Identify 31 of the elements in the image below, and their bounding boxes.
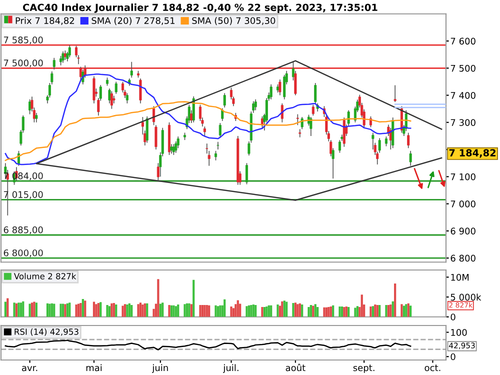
x-tick-label: août <box>286 364 306 372</box>
y-tick-label: 7 000 <box>450 200 476 208</box>
y-tick-label: 5 000k <box>450 294 482 301</box>
x-tick-label: juin <box>152 364 168 373</box>
chart-title: CAC40 Index Journalier 7 184,82 -0,40 % 22 sept. 2023, 17:35:01 <box>22 4 378 13</box>
legend-label: RSI (14) 42,953 <box>14 328 78 336</box>
ref-line-label: 7 585,00 <box>4 36 43 44</box>
y-tick-label: 0 <box>450 353 456 360</box>
y-tick-label: 10M <box>451 274 469 281</box>
y-tick-label: 7 500 <box>450 64 476 72</box>
ref-line-label: 6 885,00 <box>4 226 43 234</box>
x-tick-label: oct. <box>424 364 440 372</box>
ref-line-label: 6 800,00 <box>4 249 43 258</box>
y-tick-label: 6 900 <box>450 228 476 234</box>
y-tick-label: 100 <box>451 329 467 336</box>
legend-label: Prix 7 184,82 <box>16 17 74 25</box>
y-tick-label: 7 300 <box>450 119 476 126</box>
y-tick-label: 7 100 <box>450 173 476 180</box>
ref-line-label: 7 500,00 <box>4 60 43 68</box>
legend-label: Volume 2 827k <box>14 272 76 280</box>
y-tick-label: 7 400 <box>450 92 476 99</box>
legend-label: SMA (20) 7 278,51 <box>92 17 174 26</box>
text: 7 184,82 <box>449 149 496 158</box>
y-tick-label: 6 800 <box>450 254 476 262</box>
x-tick-label: avr. <box>22 366 38 372</box>
y-tick-label: 7 600 <box>450 38 476 45</box>
legend-label: SMA (50) 7 305,30 <box>192 17 276 26</box>
x-tick-label: mai <box>86 364 102 372</box>
y-tick-label: 0 <box>450 314 456 320</box>
x-tick-label: juil. <box>223 364 238 373</box>
x-tick-label: sept. <box>353 364 374 373</box>
